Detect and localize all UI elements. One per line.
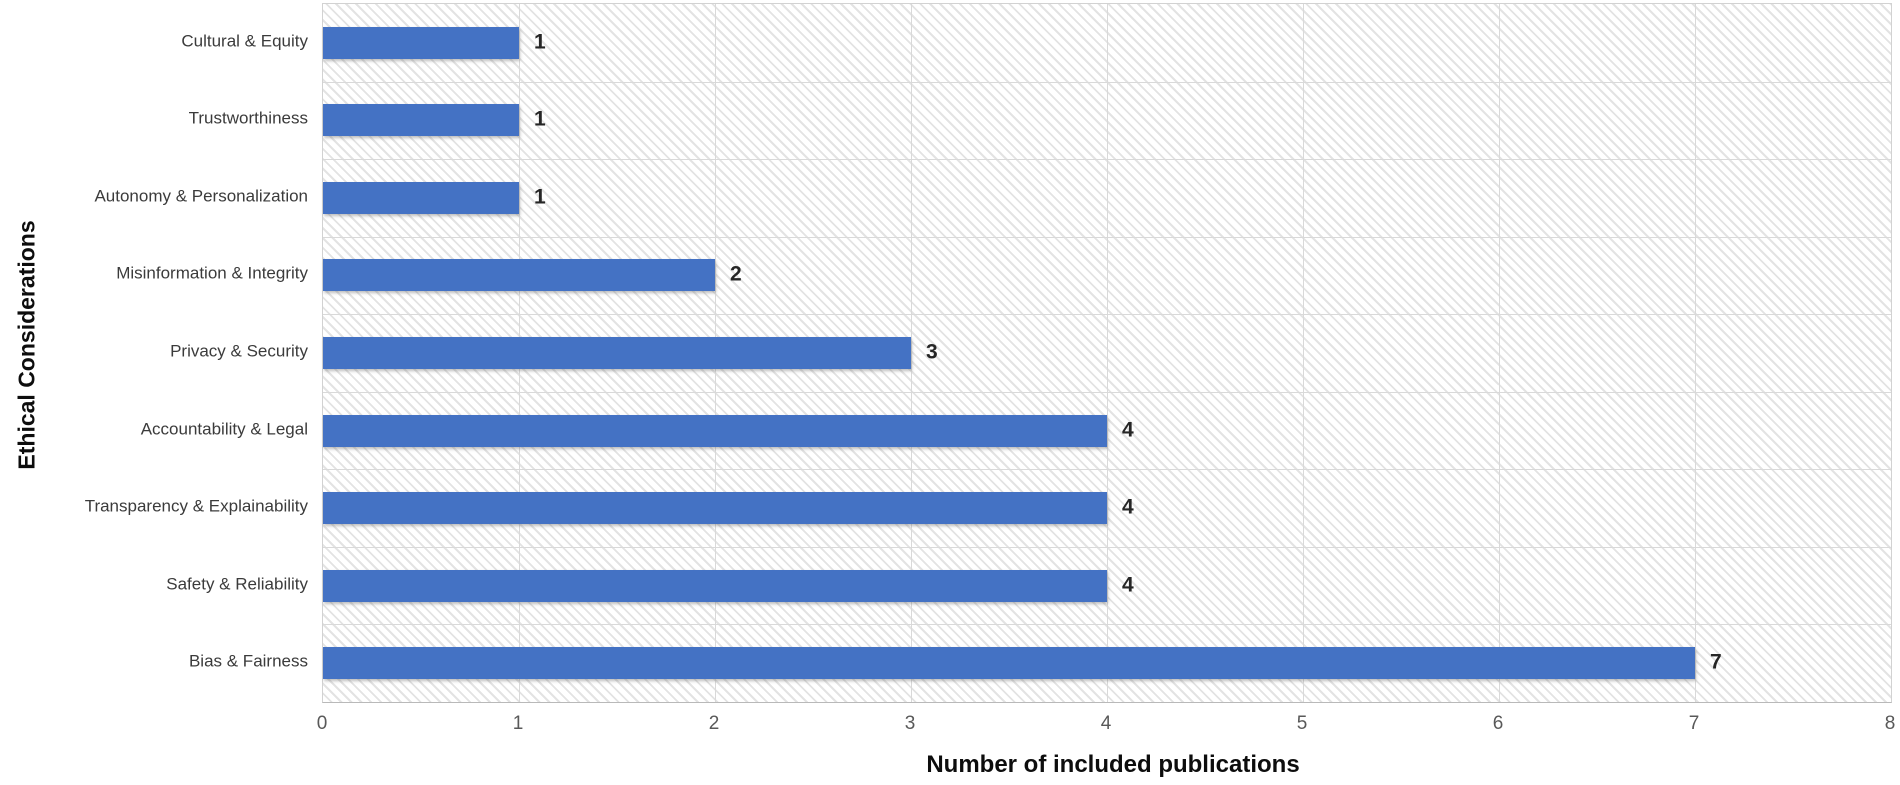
category-label-privacy-security: Privacy & Security bbox=[170, 341, 308, 361]
plot-area bbox=[322, 3, 1892, 703]
bar-transparency-explainability bbox=[323, 492, 1107, 525]
bar-safety-reliability bbox=[323, 569, 1107, 602]
horizontal-gridline bbox=[323, 314, 1891, 316]
horizontal-gridline bbox=[323, 391, 1891, 393]
horizontal-gridline bbox=[323, 546, 1891, 548]
data-label-autonomy-personalization: 1 bbox=[534, 185, 546, 209]
bar-privacy-security bbox=[323, 337, 911, 369]
x-tick-label: 2 bbox=[708, 713, 720, 734]
horizontal-gridline bbox=[323, 469, 1891, 471]
x-tick-label: 3 bbox=[904, 713, 916, 734]
bar-autonomy-personalization bbox=[323, 181, 519, 214]
category-label-transparency-explainability: Transparency & Explainability bbox=[84, 496, 308, 516]
category-label-cultural-equity: Cultural & Equity bbox=[181, 31, 308, 51]
data-label-privacy-security: 3 bbox=[926, 340, 938, 364]
category-label-trustworthiness: Trustworthiness bbox=[188, 108, 308, 128]
data-label-transparency-explainability: 4 bbox=[1122, 495, 1134, 519]
data-label-accountability-legal: 4 bbox=[1122, 418, 1134, 442]
category-label-autonomy-personalization: Autonomy & Personalization bbox=[94, 186, 308, 206]
data-label-cultural-equity: 1 bbox=[534, 30, 546, 54]
data-label-safety-reliability: 4 bbox=[1122, 573, 1134, 597]
x-tick-label: 4 bbox=[1100, 713, 1112, 734]
x-tick-label: 8 bbox=[1884, 713, 1896, 734]
vertical-gridline bbox=[1303, 4, 1304, 702]
y-axis-category-labels: Cultural & Equity Trustworthiness Autonomy… bbox=[0, 0, 308, 785]
horizontal-gridline bbox=[323, 81, 1891, 83]
vertical-gridline bbox=[1107, 4, 1108, 702]
vertical-gridline bbox=[1499, 4, 1500, 702]
category-label-safety-reliability: Safety & Reliability bbox=[166, 574, 308, 594]
x-tick-label: 6 bbox=[1492, 713, 1504, 734]
category-label-bias-fairness: Bias & Fairness bbox=[188, 651, 308, 671]
bar-cultural-equity bbox=[323, 26, 519, 59]
data-label-bias-fairness: 7 bbox=[1710, 650, 1722, 674]
x-axis-title: Number of included publications bbox=[926, 751, 1300, 778]
vertical-gridline bbox=[1695, 4, 1696, 702]
horizontal-gridline bbox=[323, 624, 1891, 626]
bar-trustworthiness bbox=[323, 104, 519, 137]
x-tick-label: 0 bbox=[316, 713, 328, 734]
data-label-misinformation-integrity: 2 bbox=[730, 262, 742, 286]
bar-bias-fairness bbox=[323, 647, 1695, 680]
horizontal-gridline bbox=[323, 236, 1891, 238]
x-tick-label: 1 bbox=[512, 713, 524, 734]
data-label-trustworthiness: 1 bbox=[534, 107, 546, 131]
x-tick-label: 7 bbox=[1688, 713, 1700, 734]
vertical-gridline bbox=[911, 4, 912, 702]
category-label-accountability-legal: Accountability & Legal bbox=[140, 419, 308, 439]
bar-misinformation-integrity bbox=[323, 259, 715, 292]
bar-accountability-legal bbox=[323, 414, 1107, 447]
category-label-misinformation-integrity: Misinformation & Integrity bbox=[116, 264, 308, 284]
x-tick-label: 5 bbox=[1296, 713, 1308, 734]
horizontal-gridline bbox=[323, 159, 1891, 161]
